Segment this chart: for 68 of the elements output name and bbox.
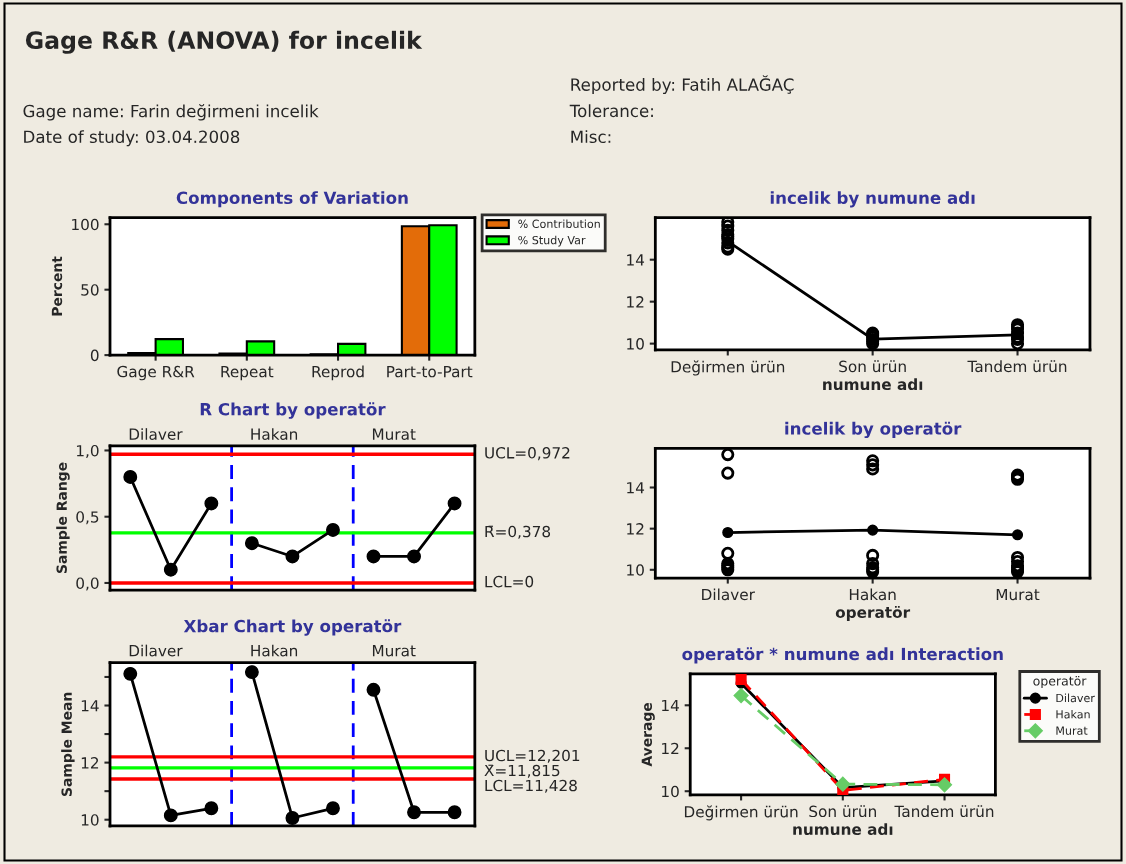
x-tick-label: Repeat <box>221 365 274 381</box>
ref-line-label: LCL=0 <box>485 575 534 588</box>
y-tick-label: 0,5 <box>76 511 99 525</box>
y-tick-label: 1,0 <box>76 444 99 459</box>
chart-title: R Chart by operatör <box>200 402 386 419</box>
x-axis-title: numune adı <box>793 823 893 836</box>
text: Reported by: Fatih ALAĞAÇ <box>571 75 794 95</box>
y-tick-label: 50 <box>81 284 99 296</box>
x-tick-label: Murat <box>996 588 1040 601</box>
y-axis-title: Sample Mean <box>61 692 75 796</box>
chart-title: Xbar Chart by operatör <box>183 619 402 636</box>
y-tick-label: 10 <box>627 338 644 350</box>
x-axis-title: operatör <box>835 606 911 621</box>
y-tick-label: 10 <box>81 814 99 826</box>
x-tick-label: Değirmen ürün <box>671 360 785 376</box>
ref-line-label: X̄=11,815 <box>484 764 560 778</box>
y-tick-label: 14 <box>81 700 99 712</box>
x-tick-label: Son ürün <box>809 805 876 818</box>
x-tick-label: Hakan <box>849 588 896 601</box>
x-tick-label: Reprod <box>312 365 364 381</box>
legend-label: % Contribution <box>518 219 600 229</box>
text: Hakan <box>251 644 298 657</box>
chart-title: incelik by operatör <box>785 421 962 439</box>
y-tick-label: 12 <box>81 757 99 769</box>
legend-title: operatör <box>1033 675 1087 689</box>
y-tick-label: 14 <box>627 482 645 494</box>
ref-line-label: UCL=12,201 <box>485 749 580 763</box>
text: Misc: <box>571 130 611 144</box>
y-tick-label: 0 <box>90 349 99 362</box>
y-tick-label: 10 <box>662 785 679 798</box>
chart-title: incelik by numune adı <box>770 191 975 208</box>
y-tick-label: 10 <box>627 564 644 576</box>
legend-label: Murat <box>1056 726 1088 735</box>
y-axis-title: Average <box>641 702 655 767</box>
x-tick-label: Değirmen ürün <box>684 805 798 821</box>
text: Hakan <box>251 428 298 440</box>
text: Dilaver <box>129 644 183 657</box>
x-tick-label: Gage R&R <box>117 365 195 381</box>
y-tick-label: 12 <box>627 296 644 308</box>
legend-label: Hakan <box>1056 709 1090 719</box>
ref-line-label: UCL=0,972 <box>485 447 570 461</box>
y-tick-label: 14 <box>627 254 645 266</box>
ref-line-label: LCL=11,428 <box>485 779 577 793</box>
y-axis-title: Percent <box>51 256 63 316</box>
x-tick-label: Tandem ürün <box>894 805 994 818</box>
legend-label: Dilaver <box>1056 693 1095 703</box>
x-tick-label: Son ürün <box>839 360 906 373</box>
x-tick-label: Part-to-Part <box>387 365 473 378</box>
text: Date of study: 03.04.2008 <box>24 130 240 147</box>
text: Murat <box>372 645 416 657</box>
chart-title: operatör * numune adı Interaction <box>682 647 1003 664</box>
ref-line-label: R̄=0,378 <box>485 525 551 539</box>
text: Dilaver <box>129 428 183 440</box>
y-tick-label: 12 <box>627 523 644 535</box>
text: Gage R&R (ANOVA) for incelik <box>25 30 423 54</box>
x-tick-label: Dilaver <box>702 588 755 601</box>
y-tick-label: 14 <box>662 699 679 712</box>
text: Murat <box>372 428 416 440</box>
chart-title: Components of Variation <box>176 191 408 208</box>
legend-label: % Study Var <box>518 235 586 247</box>
y-tick-label: 12 <box>662 742 679 755</box>
x-tick-label: Tandem ürün <box>967 360 1067 373</box>
x-axis-title: numune adı <box>823 378 923 391</box>
y-tick-label: 100 <box>72 218 99 231</box>
text: Tolerance: <box>569 104 653 118</box>
y-axis-title: Sample Range <box>56 462 70 574</box>
y-tick-label: 0,0 <box>76 577 99 591</box>
text: Gage name: Farin değirmeni incelik <box>23 104 319 121</box>
